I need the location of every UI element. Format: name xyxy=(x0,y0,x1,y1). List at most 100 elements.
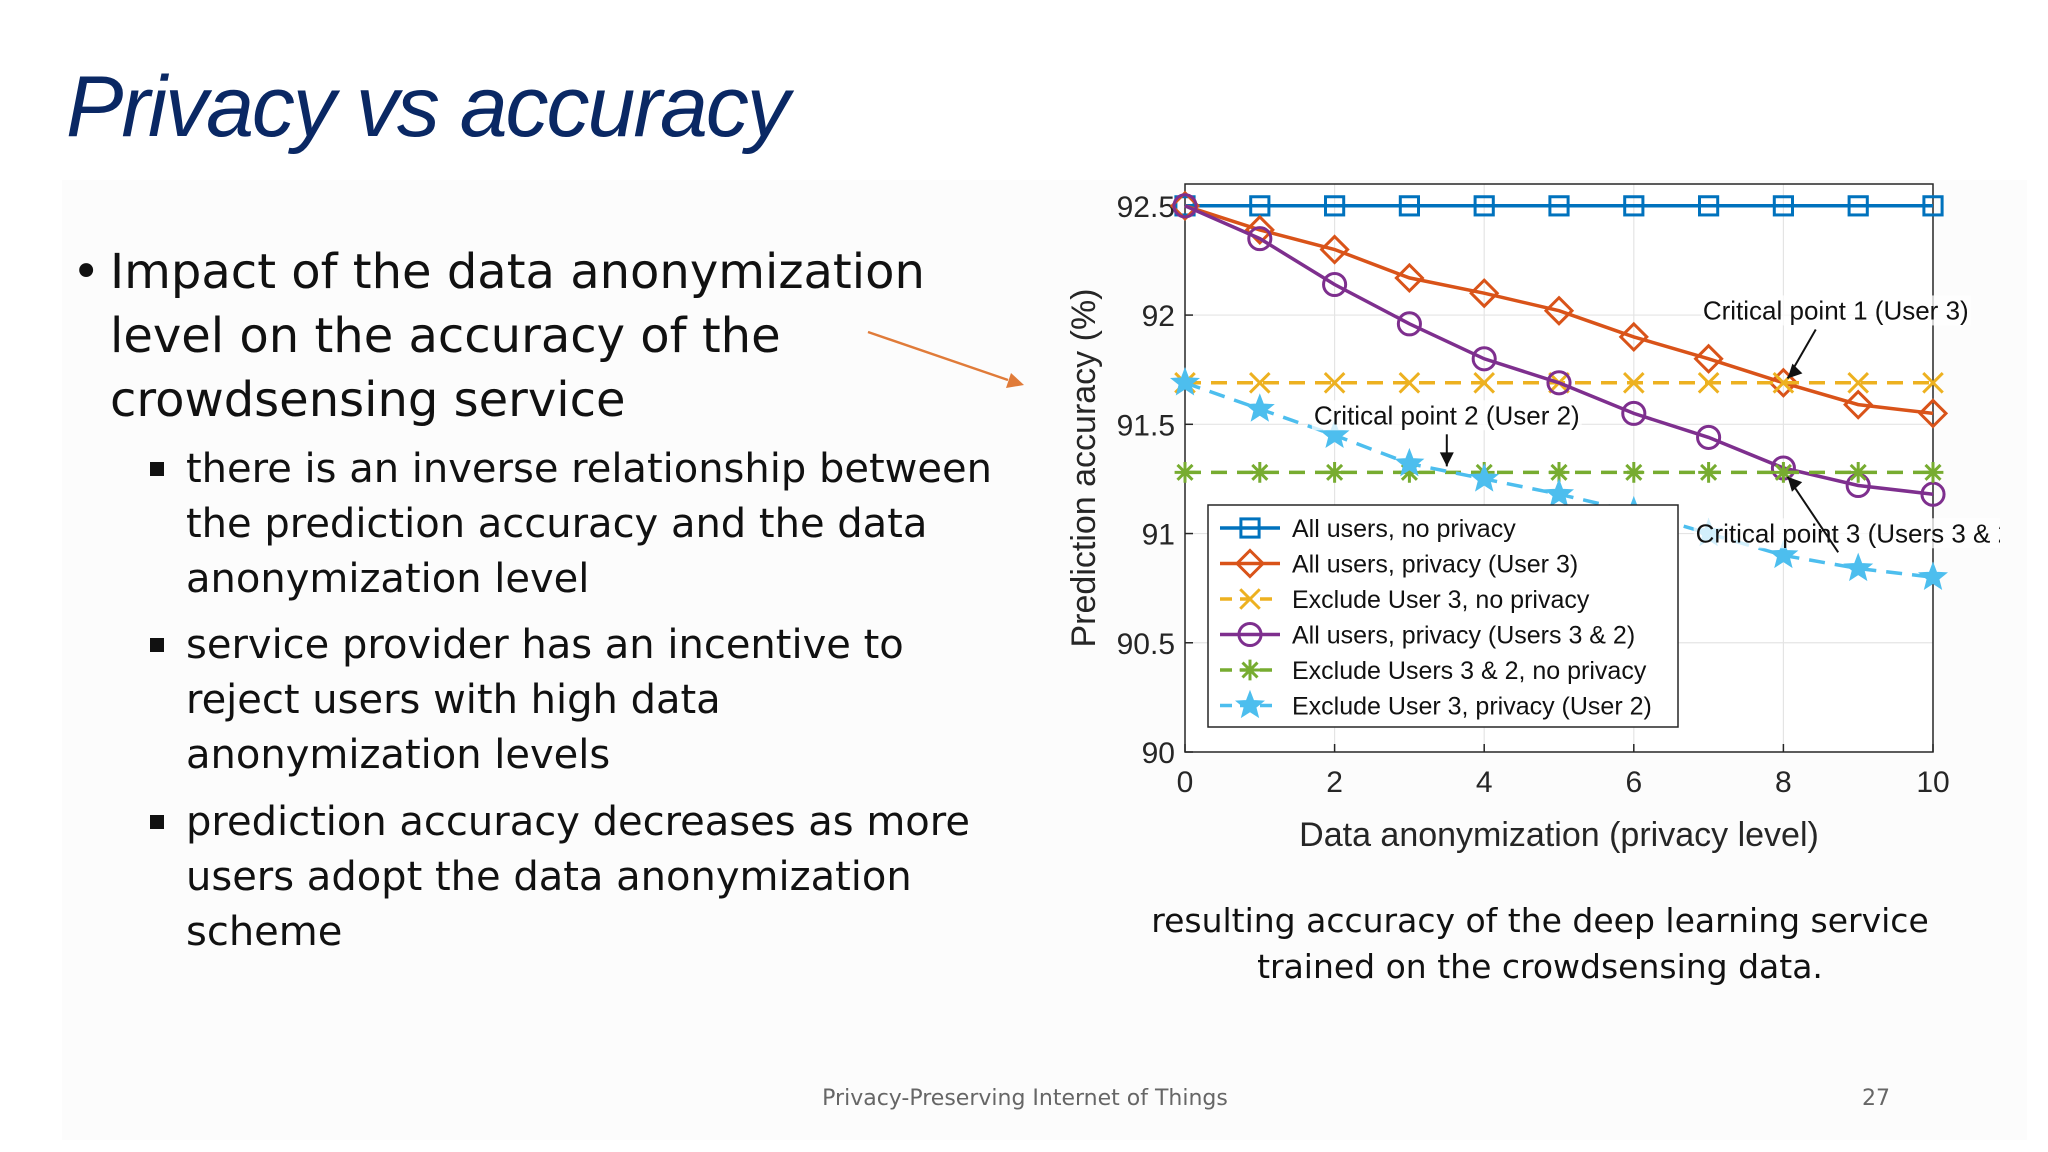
data-point xyxy=(1469,463,1500,492)
y-tick-label: 92.5 xyxy=(1117,191,1175,224)
bullet-dot-icon: • xyxy=(72,244,101,300)
pointer-arrow-head xyxy=(1006,373,1024,388)
data-point xyxy=(1247,226,1273,252)
legend-marker xyxy=(1237,621,1263,648)
data-point xyxy=(1768,539,1799,569)
y-tick-label: 92 xyxy=(1142,300,1175,333)
data-point xyxy=(1471,346,1497,372)
data-point xyxy=(1843,552,1874,582)
data-point xyxy=(1322,271,1348,298)
data-point xyxy=(1319,234,1350,265)
data-point xyxy=(1469,278,1500,309)
data-point xyxy=(1244,393,1275,422)
data-point xyxy=(1546,370,1572,396)
data-point xyxy=(1917,398,1949,429)
annotation-arrowhead xyxy=(1439,452,1454,467)
data-point xyxy=(1772,195,1794,217)
accuracy-chart: 0 2 4 6 8 10 90 90.5 91 91.5 92 92.5 Data anonymizat… xyxy=(1065,183,2000,854)
data-point xyxy=(1170,366,1200,396)
legend-item: Exclude User 3, no privacy xyxy=(1220,586,1590,614)
y-axis-label: Prediction accuracy (%) xyxy=(1065,288,1103,647)
data-point xyxy=(1324,461,1345,483)
data-point xyxy=(1548,195,1570,217)
legend-item: All users, privacy (User 3) xyxy=(1220,548,1578,579)
square-bullet-icon xyxy=(150,638,164,652)
legend-label: Exclude User 3, privacy (User 2) xyxy=(1292,693,1652,721)
series-line xyxy=(1184,204,1934,416)
slide-title: Privacy vs accuracy xyxy=(66,59,790,155)
series-1 xyxy=(1174,195,1944,217)
data-point xyxy=(1249,461,1271,483)
data-point xyxy=(1248,371,1271,394)
data-point xyxy=(1319,419,1350,448)
data-point xyxy=(1698,195,1720,217)
data-point xyxy=(1918,561,1948,590)
data-point xyxy=(1696,424,1722,450)
annotation-label: Critical point 1 (User 3) xyxy=(1703,295,1969,325)
legend-label: All users, privacy (Users 3 & 2) xyxy=(1292,622,1635,650)
data-point xyxy=(1244,214,1275,245)
x-tick-label: 2 xyxy=(1326,766,1343,799)
data-point xyxy=(1398,371,1421,394)
data-point xyxy=(1618,321,1649,353)
data-point xyxy=(1396,311,1422,337)
y-tick-label: 91.5 xyxy=(1117,409,1175,442)
legend-label: Exclude User 3, no privacy xyxy=(1292,586,1590,614)
data-point xyxy=(1473,371,1496,394)
data-point xyxy=(1623,195,1645,217)
square-bullet-icon xyxy=(150,815,164,829)
data-point xyxy=(1398,195,1420,217)
data-point xyxy=(1172,193,1198,219)
data-point xyxy=(1323,371,1346,394)
data-point xyxy=(1847,195,1869,217)
x-tick-label: 6 xyxy=(1625,766,1642,799)
legend: All users, no privacy All users, privacy … xyxy=(1207,504,1679,728)
x-axis-label: Data anonymization (privacy level) xyxy=(1299,816,1819,854)
annotation-label-bg xyxy=(1693,518,2000,549)
data-point xyxy=(1622,371,1645,394)
legend-marker xyxy=(1235,689,1265,719)
legend-box xyxy=(1207,504,1679,728)
legend-item: Exclude Users 3 & 2, no privacy xyxy=(1220,657,1647,685)
sub-bullet-text: prediction accuracy decreases as more us… xyxy=(186,799,970,955)
data-point xyxy=(1473,195,1495,217)
data-point xyxy=(1548,461,1570,483)
annotation-label-bg xyxy=(1700,295,1971,326)
series-4 xyxy=(1172,193,1946,507)
x-tick-label: 10 xyxy=(1916,766,1949,799)
series-line xyxy=(1184,204,1934,496)
legend-item: All users, no privacy xyxy=(1220,515,1516,543)
legend-marker xyxy=(1234,548,1266,579)
slide-footer: Privacy-Preserving Internet of Things xyxy=(822,1086,1228,1111)
sub-bullet-text: there is an inverse relationship between… xyxy=(186,446,992,602)
x-tick-label: 0 xyxy=(1177,766,1194,799)
y-tick-label: 90.5 xyxy=(1117,628,1175,661)
x-tick-label: 4 xyxy=(1476,766,1493,799)
square-bullet-icon xyxy=(150,462,164,476)
data-point xyxy=(1693,343,1724,374)
data-point xyxy=(1922,195,1944,217)
x-tick-label: 8 xyxy=(1775,766,1792,799)
data-point xyxy=(1621,400,1647,426)
data-point xyxy=(1922,371,1944,394)
data-point xyxy=(1773,461,1794,483)
legend-item: All users, privacy (Users 3 & 2) xyxy=(1220,622,1635,650)
data-point xyxy=(1920,481,1946,507)
data-point xyxy=(1174,461,1196,483)
y-tick-label: 90 xyxy=(1142,737,1175,770)
legend-label: All users, no privacy xyxy=(1292,515,1516,543)
data-point xyxy=(1847,461,1869,483)
legend-marker xyxy=(1239,517,1261,539)
data-point xyxy=(1922,461,1944,483)
annotation-arrowhead xyxy=(1787,476,1803,492)
annotation-label: Critical point 3 (Users 3 & 2) xyxy=(1696,518,2000,548)
data-point xyxy=(1174,195,1196,217)
legend-label: All users, privacy (User 3) xyxy=(1292,551,1578,579)
legend-marker xyxy=(1239,659,1261,681)
data-point xyxy=(1623,461,1645,483)
y-tick-label: 91 xyxy=(1142,519,1175,552)
data-point xyxy=(1768,367,1799,398)
data-point xyxy=(1847,371,1870,394)
